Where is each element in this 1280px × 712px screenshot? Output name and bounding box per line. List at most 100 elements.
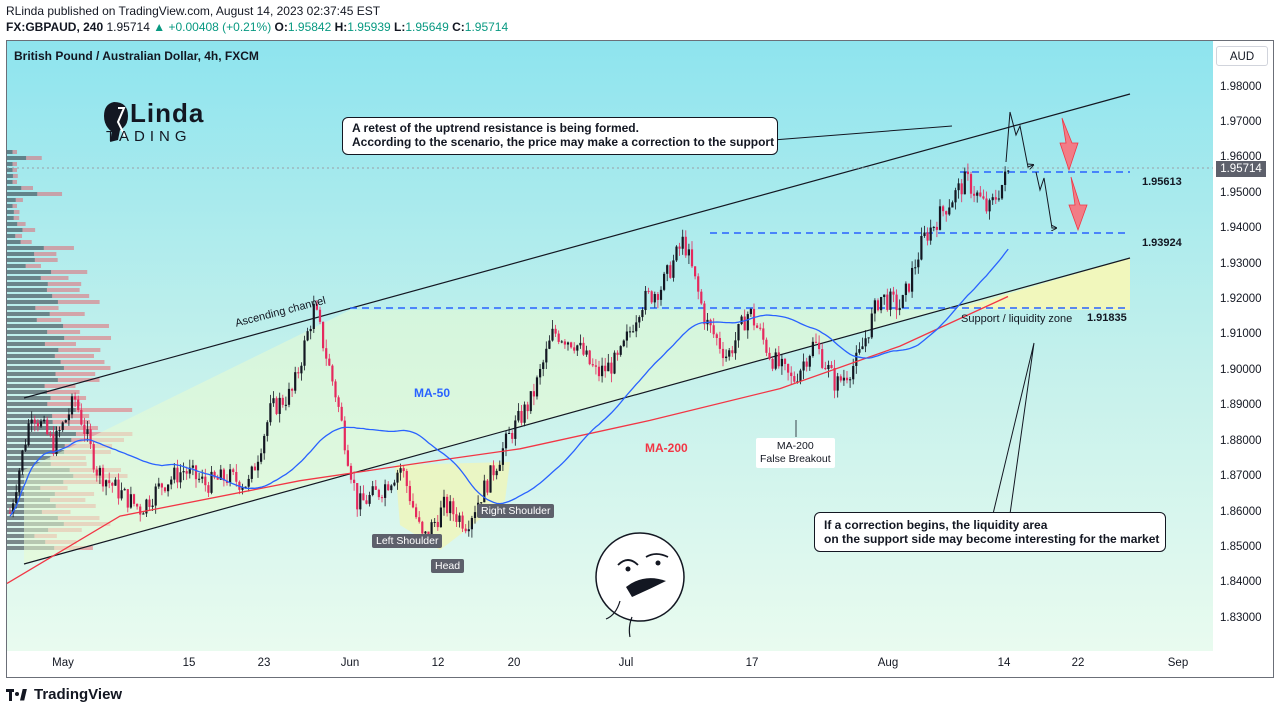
candle-body <box>21 450 24 471</box>
candle-body <box>101 467 105 487</box>
x-tick-label: Jun <box>340 657 360 669</box>
candle-body <box>511 432 514 439</box>
top-annotation: A retest of the uptrend resistance is be… <box>342 117 778 155</box>
candle-body <box>914 267 917 269</box>
candle-body <box>852 365 855 380</box>
candle-body <box>297 372 300 374</box>
candle-body <box>322 321 325 349</box>
candle-body <box>120 490 123 499</box>
volume-profile-bar <box>7 246 44 250</box>
candle-body <box>486 480 489 493</box>
candle-body <box>858 349 861 353</box>
false-breakout-label: MA-200 False Breakout <box>756 438 835 468</box>
volume-profile-bar <box>20 240 32 244</box>
candle-body <box>306 331 309 341</box>
volume-profile-bar <box>46 390 80 394</box>
projection-path-1 <box>1005 111 1033 167</box>
candle-body <box>222 469 225 481</box>
candle-body <box>424 531 427 534</box>
volume-profile-bar <box>7 534 35 538</box>
candle-body <box>818 342 821 350</box>
candle-body <box>461 515 464 529</box>
candle-body <box>263 435 266 454</box>
candle-body <box>52 434 55 455</box>
y-tick-label: 1.96000 <box>1220 151 1262 164</box>
brand-logo: Linda TADING <box>104 98 224 148</box>
price-axis-area <box>1213 41 1273 677</box>
candle-body <box>861 346 864 350</box>
x-tick-label: Jul <box>618 657 634 669</box>
channel-support-line <box>23 257 1131 565</box>
candle-body <box>622 340 625 347</box>
candle-body <box>731 350 734 354</box>
candle-body <box>439 507 442 528</box>
candle-body <box>253 466 256 471</box>
candle-body <box>982 196 985 199</box>
volume-profile-bar <box>47 330 81 334</box>
candle-body <box>526 404 529 412</box>
y-tick-label: 1.92000 <box>1220 293 1262 306</box>
x-tick-label: 15 <box>182 657 196 669</box>
candle-body <box>638 317 641 323</box>
candle-body <box>139 506 142 515</box>
candle-body <box>687 249 690 256</box>
top-annotation-line2: According to the scenario, the price may… <box>352 135 775 149</box>
x-tick-label: 23 <box>257 657 271 669</box>
candle-body <box>666 265 669 274</box>
candle-body <box>294 372 297 391</box>
symbol-label: FX:GBPAUD, 240 <box>6 20 104 34</box>
candle-body <box>132 494 136 504</box>
candle-body <box>895 294 898 311</box>
candle-body <box>98 467 101 476</box>
candle-body <box>449 501 452 514</box>
volume-profile-bar <box>7 270 52 274</box>
ohlc-header: FX:GBPAUD, 240 1.95714 ▲ +0.00408 (+0.21… <box>6 20 508 34</box>
low-label: L: <box>394 20 406 34</box>
candle-body <box>371 486 374 496</box>
candle-body <box>532 391 535 397</box>
volume-profile-bar <box>63 324 109 328</box>
candle-body <box>126 489 129 508</box>
volume-profile-bar <box>64 336 112 340</box>
x-tick-label: Sep <box>1167 657 1189 669</box>
ma-50-line <box>9 248 1009 517</box>
candle-body <box>436 521 439 528</box>
candle-body <box>194 465 198 480</box>
candle-body <box>70 396 74 415</box>
volume-profile-bar <box>7 192 38 196</box>
candle-body <box>973 193 976 196</box>
volume-profile-bar <box>21 186 33 190</box>
volume-profile-bar <box>7 456 51 460</box>
candle-body <box>988 200 991 212</box>
brand-small-text: TADING <box>106 128 192 145</box>
y-tick-label: 1.88000 <box>1220 434 1262 447</box>
candle-body <box>935 226 938 230</box>
volume-profile-bar <box>57 300 100 304</box>
y-tick-label: 1.85000 <box>1220 540 1262 553</box>
candle-body <box>783 358 787 364</box>
volume-profile-bar <box>7 228 23 232</box>
volume-profile-bar <box>7 444 65 448</box>
currency-button[interactable]: AUD <box>1216 46 1268 66</box>
candle-body <box>721 348 725 359</box>
support-zone-fill <box>960 258 1130 310</box>
candle-body <box>12 503 15 513</box>
volume-profile-bar <box>60 360 105 364</box>
candle-body <box>356 483 359 510</box>
y-tick-label: 1.91000 <box>1220 328 1262 341</box>
candle-body <box>154 486 157 506</box>
volume-profile-bar <box>7 462 51 466</box>
candle-body <box>570 342 573 348</box>
volume-profile-bar <box>7 168 13 172</box>
volume-profile-bar <box>12 180 17 184</box>
volume-profile-bar <box>7 360 61 364</box>
candle-body <box>408 486 411 502</box>
volume-profile-bar <box>58 348 101 352</box>
volume-profile-bar <box>75 408 133 412</box>
volume-profile-bar <box>7 336 65 340</box>
volume-profile-bar <box>7 330 48 334</box>
candle-body <box>1007 170 1010 172</box>
candle-body <box>585 350 588 355</box>
candle-body <box>61 422 64 431</box>
volume-profile-bar <box>7 390 47 394</box>
